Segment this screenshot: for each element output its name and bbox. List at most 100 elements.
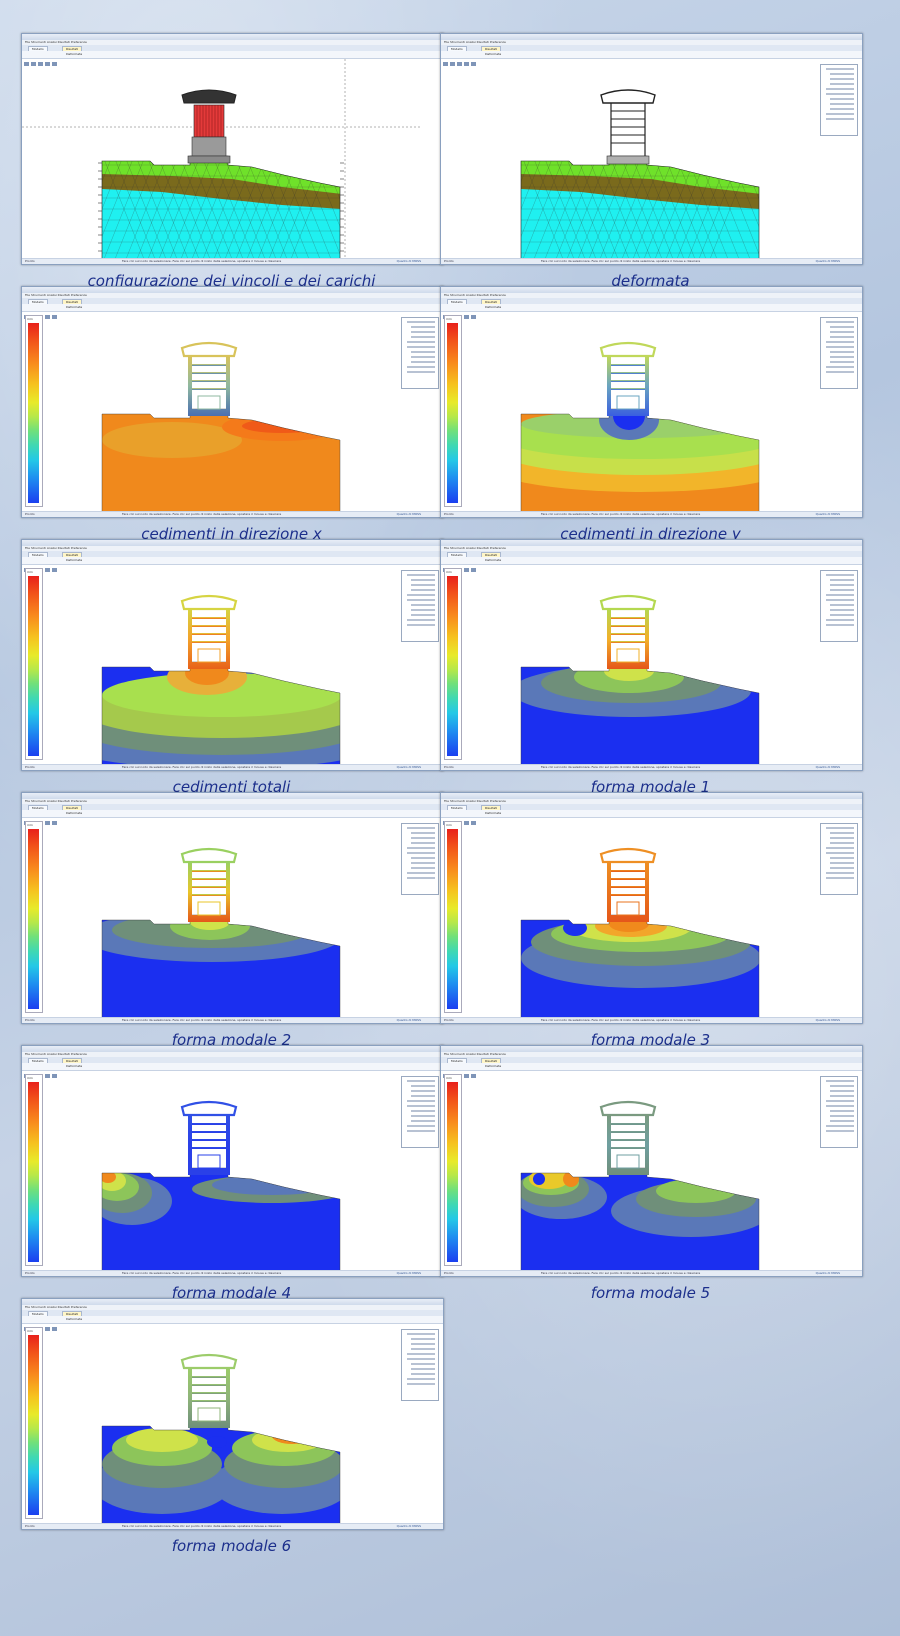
results-tree-panel[interactable] [820,64,858,136]
result-type-select[interactable]: Deformata [66,558,83,562]
tab-model[interactable]: Modello [447,1058,467,1064]
result-type-select[interactable]: Deformata [485,1064,502,1068]
select-icon[interactable] [52,821,57,825]
select-icon[interactable] [471,821,476,825]
model-view[interactable] [441,565,862,764]
result-type-select[interactable]: Deformata [66,811,83,815]
screenshot-modo6: File Strumenti Analisi Risultati Prefere… [21,1298,444,1530]
window-controls[interactable] [843,1047,859,1062]
fit-icon[interactable] [45,1327,50,1331]
fit-icon[interactable] [45,1074,50,1078]
tab-model[interactable]: Modello [447,299,467,305]
tab-model[interactable]: Modello [28,299,48,305]
results-tree-panel[interactable] [401,317,439,389]
fit-icon[interactable] [464,1074,469,1078]
zoom-icon[interactable] [443,62,448,66]
select-icon[interactable] [52,62,57,66]
model-view[interactable] [22,818,443,1017]
tab-results[interactable]: Risultati [62,1058,83,1064]
window-controls[interactable] [843,794,859,809]
select-icon[interactable] [52,315,57,319]
select-icon[interactable] [471,62,476,66]
model-view[interactable] [441,312,862,511]
model-view[interactable] [22,312,443,511]
results-tree-panel[interactable] [401,823,439,895]
select-icon[interactable] [52,1074,57,1078]
tab-results[interactable]: Risultati [62,1311,83,1317]
window-controls[interactable] [843,35,859,50]
result-type-select[interactable]: Deformata [485,811,502,815]
results-tree-panel[interactable] [820,823,858,895]
tab-model[interactable]: Modello [28,805,48,811]
results-tree-panel[interactable] [401,570,439,642]
rotate-icon[interactable] [38,62,43,66]
select-icon[interactable] [471,568,476,572]
result-type-select[interactable]: Deformata [66,1317,83,1321]
window-controls[interactable] [424,1300,440,1315]
model-view[interactable] [441,818,862,1017]
window-controls[interactable] [424,288,440,303]
result-type-select[interactable]: Deformata [66,305,83,309]
fit-icon[interactable] [464,62,469,66]
window-controls[interactable] [843,288,859,303]
model-view[interactable] [22,1324,443,1523]
model-view[interactable] [441,1071,862,1270]
tab-results[interactable]: Risultati [481,299,502,305]
results-tree-panel[interactable] [401,1329,439,1401]
pan-icon[interactable] [31,62,36,66]
tab-results[interactable]: Risultati [62,805,83,811]
model-canvas [101,594,341,764]
pan-icon[interactable] [450,62,455,66]
tab-results[interactable]: Risultati [481,552,502,558]
rotate-icon[interactable] [457,62,462,66]
status-bar: Pronto Fare clic sul nodo da selezionare… [441,1270,862,1276]
tab-model[interactable]: Modello [447,805,467,811]
fit-icon[interactable] [45,568,50,572]
tab-results[interactable]: Risultati [481,805,502,811]
model-canvas [101,341,341,511]
results-tree-panel[interactable] [820,317,858,389]
select-icon[interactable] [471,315,476,319]
zoom-icon[interactable] [24,62,29,66]
tab-results[interactable]: Risultati [62,299,83,305]
results-tree-panel[interactable] [820,570,858,642]
result-type-select[interactable]: Deformata [485,558,502,562]
model-view[interactable] [441,59,862,258]
result-type-select[interactable]: Deformata [485,52,502,56]
fit-icon[interactable] [45,315,50,319]
select-icon[interactable] [52,568,57,572]
result-type-select[interactable]: Deformata [66,1064,83,1068]
select-icon[interactable] [471,1074,476,1078]
result-type-select[interactable]: Deformata [66,52,83,56]
status-bar: Pronto Fare clic sul nodo da selezionare… [22,1270,443,1276]
model-view[interactable] [22,565,443,764]
fit-icon[interactable] [464,315,469,319]
model-view[interactable] [22,59,443,258]
model-view[interactable] [22,1071,443,1270]
tab-model[interactable]: Modello [28,552,48,558]
contour-band-1 [212,1175,332,1195]
contour-band-7 [563,1171,579,1187]
tab-model[interactable]: Modello [28,46,48,52]
result-type-select[interactable]: Deformata [485,305,502,309]
select-icon[interactable] [52,1327,57,1331]
tab-results[interactable]: Risultati [62,46,83,52]
tab-results[interactable]: Risultati [481,46,502,52]
tab-results[interactable]: Risultati [481,1058,502,1064]
tab-results[interactable]: Risultati [62,552,83,558]
tab-model[interactable]: Modello [28,1311,48,1317]
fit-icon[interactable] [45,62,50,66]
tab-model[interactable]: Modello [447,552,467,558]
tab-model[interactable]: Modello [28,1058,48,1064]
window-controls[interactable] [424,541,440,556]
window-controls[interactable] [424,35,440,50]
window-controls[interactable] [424,794,440,809]
fit-icon[interactable] [464,568,469,572]
tab-model[interactable]: Modello [447,46,467,52]
fit-icon[interactable] [45,821,50,825]
results-tree-panel[interactable] [401,1076,439,1148]
window-controls[interactable] [424,1047,440,1062]
window-controls[interactable] [843,541,859,556]
results-tree-panel[interactable] [820,1076,858,1148]
fit-icon[interactable] [464,821,469,825]
